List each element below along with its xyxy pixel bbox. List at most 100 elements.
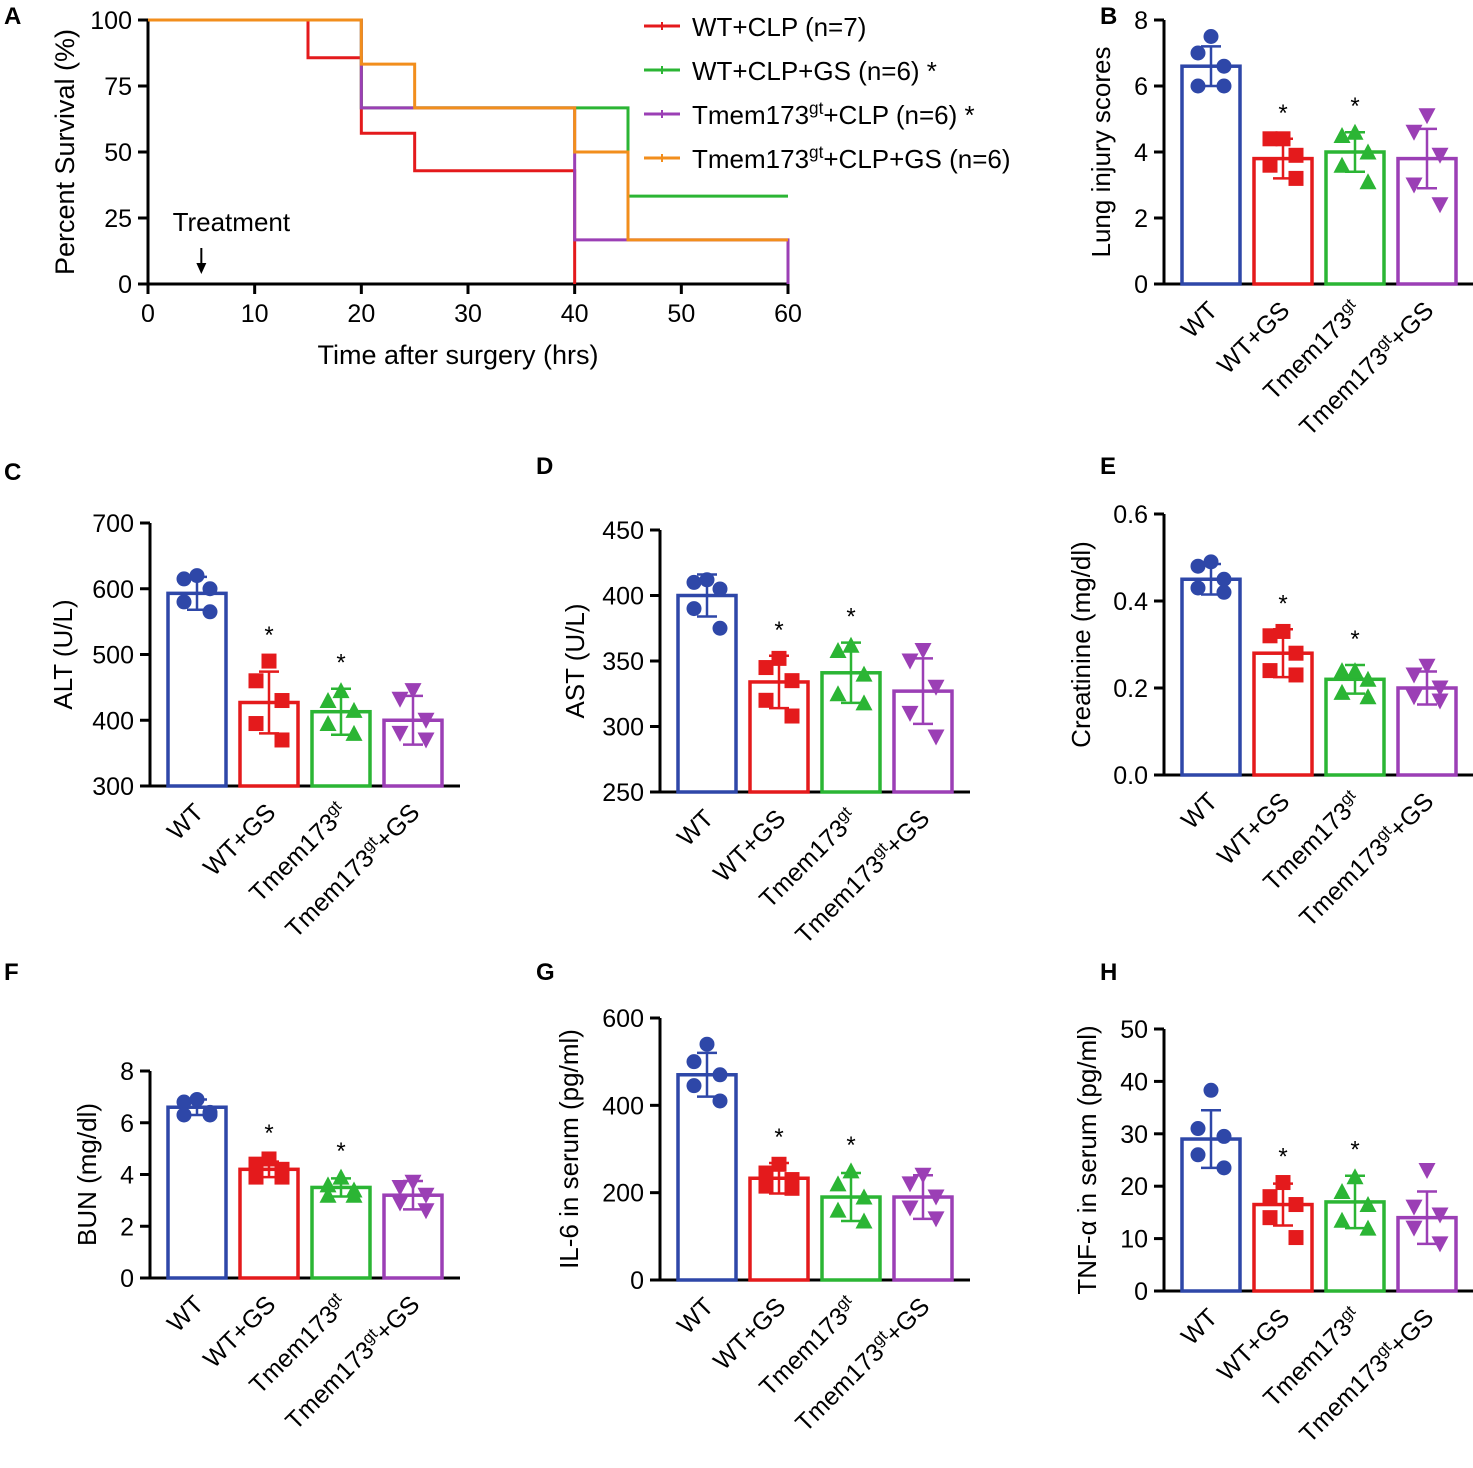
data-point xyxy=(1405,1220,1423,1237)
panel-letter-d: D xyxy=(536,453,553,480)
data-point xyxy=(1190,580,1206,596)
data-point xyxy=(319,715,337,732)
data-point xyxy=(1359,688,1377,705)
x-tick-label: Tmem173gt+GS xyxy=(1293,1302,1439,1448)
data-point xyxy=(1346,1168,1364,1185)
panel-letter-b: B xyxy=(1100,3,1117,30)
data-point xyxy=(1431,197,1449,214)
panel-letter-g: G xyxy=(536,959,555,986)
data-point xyxy=(1405,124,1423,141)
data-point xyxy=(1405,177,1423,194)
data-point xyxy=(855,1212,873,1229)
data-point xyxy=(1190,45,1206,61)
data-point xyxy=(1333,1211,1351,1228)
data-point xyxy=(1288,1230,1304,1246)
y-tick-label: 25 xyxy=(104,205,132,233)
data-point xyxy=(686,1078,702,1094)
y-tick-label: 20 xyxy=(1120,1173,1148,1201)
data-point xyxy=(1275,131,1291,147)
panel-letter-h: H xyxy=(1100,959,1117,986)
data-point xyxy=(1262,628,1278,644)
data-point xyxy=(202,1107,218,1123)
y-tick-label: 700 xyxy=(92,510,134,538)
y-tick-label: 6 xyxy=(120,1110,134,1138)
y-tick-label: 4 xyxy=(1134,139,1148,167)
data-point xyxy=(417,1203,435,1220)
y-tick-label: 500 xyxy=(92,642,134,670)
bar xyxy=(238,1167,300,1280)
data-point xyxy=(1275,623,1291,639)
data-point xyxy=(771,1156,787,1172)
data-point xyxy=(202,581,218,597)
significance-star: * xyxy=(264,1120,273,1147)
data-point xyxy=(1418,108,1436,125)
data-point xyxy=(901,1200,919,1217)
data-point xyxy=(855,665,873,682)
x-tick-label: Tmem173gt+GS xyxy=(789,1291,935,1437)
significance-star: * xyxy=(1278,1144,1287,1171)
data-point xyxy=(332,682,350,699)
data-point xyxy=(1288,170,1304,186)
data-point xyxy=(404,683,422,700)
data-point xyxy=(404,1174,422,1191)
data-point xyxy=(202,604,218,620)
data-point xyxy=(1405,667,1423,684)
x-tick-label: 10 xyxy=(241,300,269,328)
data-point xyxy=(784,708,800,724)
x-tick-label: WT xyxy=(162,1290,209,1337)
bar xyxy=(166,591,228,788)
data-point xyxy=(391,1195,409,1212)
data-point xyxy=(686,1054,702,1070)
y-axis-title: Lung injury scores xyxy=(1086,47,1116,258)
data-point xyxy=(1203,554,1219,570)
data-point xyxy=(189,1091,205,1107)
data-point xyxy=(1288,147,1304,163)
label-superscript: gt xyxy=(809,98,824,118)
data-point xyxy=(1262,1210,1278,1226)
label-base: Tmem173 xyxy=(692,100,809,130)
y-tick-label: 400 xyxy=(602,1092,644,1120)
label-base: WT xyxy=(162,798,209,845)
significance-star: * xyxy=(1278,100,1287,127)
y-axis-title: Creatinine (mg/dl) xyxy=(1066,541,1096,748)
significance-star: * xyxy=(1350,1137,1359,1164)
treatment-annotation: Treatment xyxy=(173,207,291,237)
data-point xyxy=(176,1107,192,1123)
y-tick-label: 50 xyxy=(104,139,132,167)
data-point xyxy=(927,1189,945,1206)
legend-label: WT+CLP+GS (n=6) * xyxy=(692,56,937,86)
data-point xyxy=(391,691,409,708)
data-point xyxy=(1203,1082,1219,1098)
bar xyxy=(1180,64,1242,286)
significance-star: * xyxy=(846,1132,855,1159)
data-point xyxy=(758,1165,774,1181)
data-point xyxy=(176,1094,192,1110)
data-point xyxy=(1262,157,1278,173)
data-point xyxy=(1431,680,1449,697)
data-point xyxy=(345,1186,363,1203)
data-point xyxy=(1333,156,1351,173)
data-point xyxy=(248,716,264,732)
bar xyxy=(676,1073,738,1282)
data-point xyxy=(784,1180,800,1196)
y-tick-label: 75 xyxy=(104,73,132,101)
y-tick-label: 30 xyxy=(1120,1121,1148,1149)
data-point xyxy=(417,1187,435,1204)
data-point xyxy=(1359,1219,1377,1236)
data-point xyxy=(1216,78,1232,94)
data-point xyxy=(1216,571,1232,587)
x-tick-label: 20 xyxy=(347,300,375,328)
panel-letter-c: C xyxy=(4,459,21,486)
data-point xyxy=(417,712,435,729)
data-point xyxy=(712,1067,728,1083)
y-axis-title: AST (U/L) xyxy=(560,603,590,718)
data-point xyxy=(1359,670,1377,687)
data-point xyxy=(784,673,800,689)
significance-star: * xyxy=(1350,93,1359,120)
label-base: Tmem173 xyxy=(692,144,809,174)
